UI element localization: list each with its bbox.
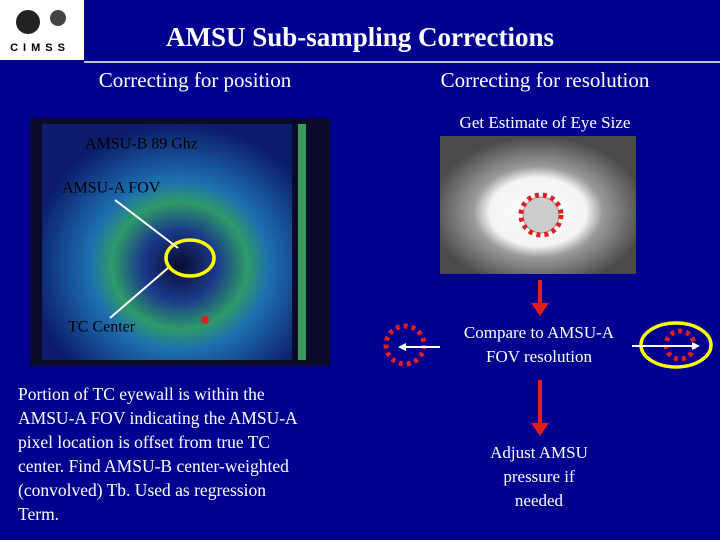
image-label: AMSU-A FOV [62, 180, 161, 197]
left-heading: Correcting for position [99, 68, 292, 92]
right-heading: Correcting for resolution [441, 68, 650, 92]
arrow [109, 267, 169, 319]
fov-ellipse [164, 238, 216, 278]
logo-box [0, 0, 84, 60]
color-bar [298, 124, 306, 360]
logo-emblem [16, 10, 40, 34]
text-line: FOV resolution [486, 347, 592, 366]
image-label: TC Center [68, 319, 136, 336]
text-line: Term. [18, 504, 59, 524]
logo-emblem [50, 10, 66, 26]
arrowhead [531, 423, 549, 436]
arrowhead [692, 342, 700, 350]
text-line: center. Find AMSU-B center-weighted [18, 456, 289, 476]
marker [201, 316, 209, 324]
text-line: pressure if [503, 467, 575, 486]
arrowhead [531, 303, 549, 316]
fov-circle [518, 192, 564, 238]
text-line: Compare to AMSU-A [464, 323, 615, 342]
image-label: AMSU-B 89 Ghz [85, 136, 198, 153]
step-text: Get Estimate of Eye Size [460, 113, 631, 132]
body-text: Portion of TC eyewall is within the AMSU-… [18, 384, 298, 524]
eye-center [522, 196, 560, 234]
steps: Compare to AMSU-A FOV resolution Adjust AM… [464, 323, 615, 510]
text-line: AMSU-A FOV indicating the AMSU-A [18, 408, 298, 428]
arrow [114, 199, 179, 249]
arrowhead [398, 343, 406, 351]
text-line: pixel location is offset from true TC [18, 432, 270, 452]
text-line: needed [515, 491, 564, 510]
logo-text: CIMSS [10, 42, 70, 54]
text-line: (convolved) Tb. Used as regression [18, 480, 266, 500]
fov-circle [383, 323, 427, 367]
text-line: Portion of TC eyewall is within the [18, 384, 265, 404]
satellite-field [42, 124, 292, 360]
text-line: Adjust AMSU [490, 443, 588, 462]
title: AMSU Sub-sampling Corrections [166, 22, 554, 52]
